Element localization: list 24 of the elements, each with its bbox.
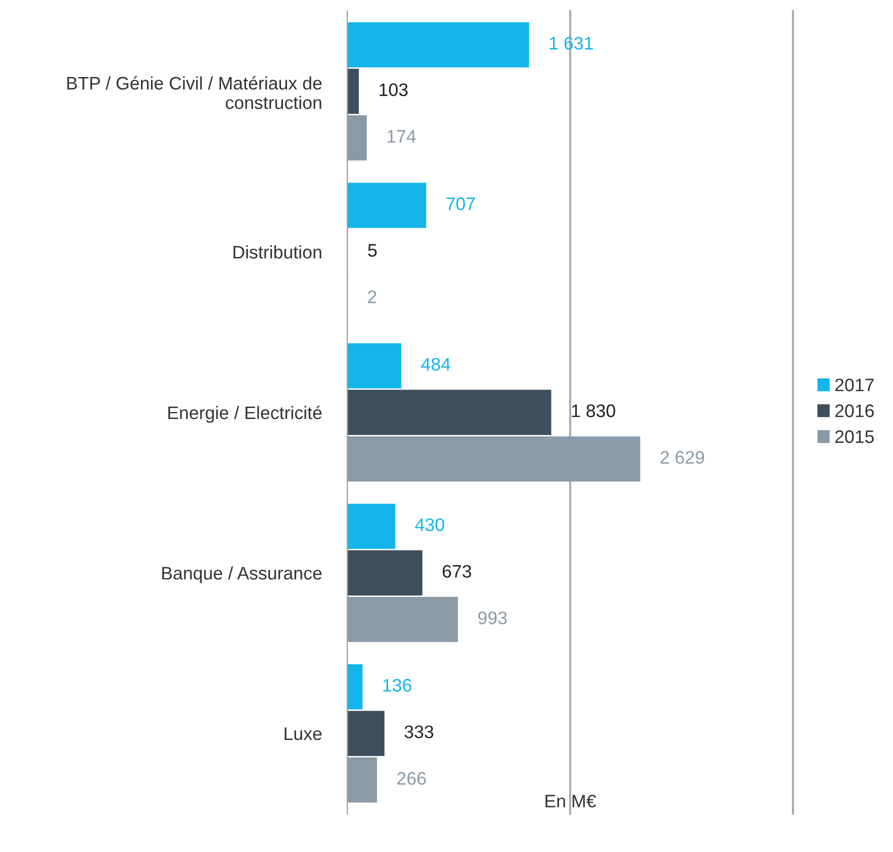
y-tick-label: Energie / Electricité bbox=[168, 406, 322, 423]
data-label: 2 bbox=[368, 290, 376, 304]
data-label: 136 bbox=[383, 678, 412, 692]
data-label: 993 bbox=[478, 611, 507, 624]
y-tick-label: BTP / Génie Civil / Matériaux de construction bbox=[67, 76, 322, 110]
y-tick-label: Luxe bbox=[284, 728, 322, 740]
data-label: 673 bbox=[442, 564, 472, 578]
legend-label: 2017 bbox=[835, 378, 874, 392]
data-label: 430 bbox=[415, 518, 444, 532]
legend-label: 2015 bbox=[835, 430, 874, 444]
legend-label: 2016 bbox=[835, 404, 874, 418]
data-label: 1 830 bbox=[572, 404, 616, 418]
data-label: 333 bbox=[404, 725, 434, 738]
data-label: 2 629 bbox=[660, 450, 704, 464]
x-axis-title: En M€ bbox=[546, 794, 596, 808]
data-label: 5 bbox=[368, 244, 377, 257]
data-label: 266 bbox=[397, 772, 426, 785]
y-tick-label: Banque / Assurance bbox=[162, 566, 322, 584]
y-tick-label: Distribution bbox=[234, 245, 322, 259]
data-label: 174 bbox=[388, 130, 416, 143]
data-label: 484 bbox=[421, 358, 450, 371]
data-label: 1 631 bbox=[550, 36, 593, 50]
data-label: 707 bbox=[446, 197, 475, 210]
data-label: 103 bbox=[380, 83, 408, 96]
